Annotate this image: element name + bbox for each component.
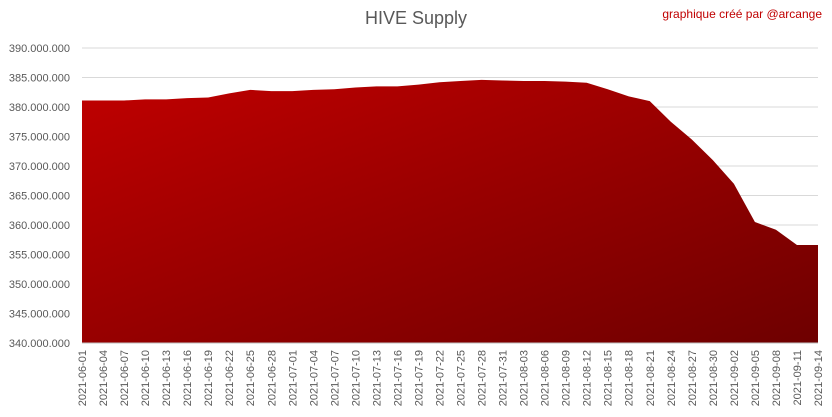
x-tick-label: 2021-07-28 xyxy=(477,350,489,406)
x-tick-label: 2021-09-11 xyxy=(792,350,804,405)
x-tick-label: 2021-08-12 xyxy=(582,350,594,406)
x-tick-label: 2021-06-07 xyxy=(119,350,131,406)
annotation: graphique créé par @arcange xyxy=(662,7,822,21)
x-tick-label: 2021-08-18 xyxy=(624,350,636,406)
chart-title: HIVE Supply xyxy=(365,8,467,28)
y-tick-label: 340.000.000 xyxy=(9,338,70,350)
x-tick-label: 2021-08-27 xyxy=(687,350,699,406)
x-tick-label: 2021-07-04 xyxy=(308,350,320,406)
y-tick-label: 360.000.000 xyxy=(9,220,70,232)
x-tick-label: 2021-07-07 xyxy=(329,350,341,406)
x-tick-label: 2021-06-25 xyxy=(245,350,257,406)
x-tick-label: 2021-07-13 xyxy=(371,350,383,406)
x-tick-label: 2021-06-19 xyxy=(203,350,215,406)
x-tick-label: 2021-07-10 xyxy=(350,350,362,406)
y-tick-label: 385.000.000 xyxy=(9,73,70,85)
y-tick-label: 345.000.000 xyxy=(9,309,70,321)
x-tick-label: 2021-08-15 xyxy=(603,350,615,406)
x-tick-label: 2021-08-30 xyxy=(708,350,720,406)
x-tick-label: 2021-06-04 xyxy=(98,350,110,406)
x-tick-label: 2021-08-09 xyxy=(561,350,573,406)
x-tick-label: 2021-08-21 xyxy=(645,350,657,406)
x-tick-label: 2021-07-31 xyxy=(498,350,510,406)
x-tick-label: 2021-06-22 xyxy=(224,350,236,406)
x-tick-label: 2021-06-10 xyxy=(140,350,152,406)
x-tick-label: 2021-09-14 xyxy=(813,350,825,406)
area xyxy=(82,79,818,344)
x-tick-label: 2021-06-01 xyxy=(77,350,89,406)
x-tick-label: 2021-07-16 xyxy=(392,350,404,406)
x-tick-label: 2021-06-13 xyxy=(161,350,173,406)
x-tick-label: 2021-07-22 xyxy=(434,350,446,406)
x-tick-label: 2021-09-05 xyxy=(750,350,762,406)
y-tick-label: 390.000.000 xyxy=(9,43,70,55)
y-tick-label: 355.000.000 xyxy=(9,250,70,262)
x-tick-label: 2021-08-03 xyxy=(519,350,531,406)
y-tick-label: 370.000.000 xyxy=(9,161,70,173)
x-tick-label: 2021-07-19 xyxy=(413,350,425,406)
x-tick-label: 2021-09-02 xyxy=(729,350,741,406)
y-tick-label: 380.000.000 xyxy=(9,102,70,114)
x-tick-label: 2021-06-28 xyxy=(266,350,278,406)
y-tick-label: 375.000.000 xyxy=(9,132,70,144)
y-tick-label: 365.000.000 xyxy=(9,191,70,203)
x-tick-label: 2021-07-25 xyxy=(456,350,468,406)
y-tick-label: 350.000.000 xyxy=(9,279,70,291)
x-tick-label: 2021-09-08 xyxy=(771,350,783,406)
x-tick-label: 2021-07-01 xyxy=(287,350,299,406)
x-tick-label: 2021-06-16 xyxy=(182,350,194,406)
x-tick-label: 2021-08-24 xyxy=(666,350,678,406)
x-tick-label: 2021-08-06 xyxy=(540,350,552,406)
